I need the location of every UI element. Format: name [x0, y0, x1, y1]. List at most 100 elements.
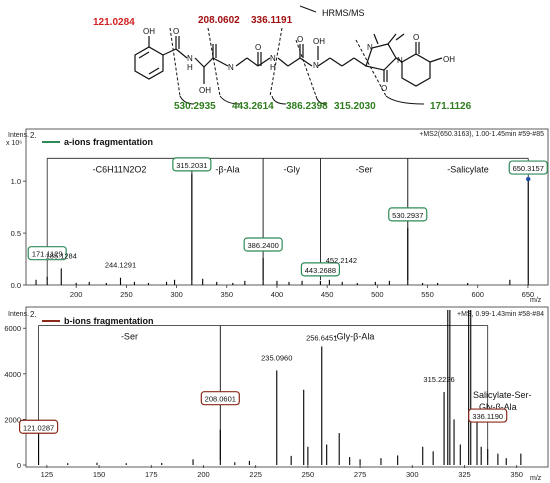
- peak-label-box: [300, 262, 340, 277]
- x-tick-label: 125: [41, 470, 54, 479]
- x-tick-label: 600: [471, 290, 484, 299]
- bond: [212, 57, 229, 67]
- precursor-marker: [526, 176, 531, 182]
- panel-a-legend-label: a-ions fragmentation: [64, 137, 153, 147]
- piperidinone-ring: [401, 53, 431, 87]
- mass-386: 386.2398: [286, 101, 328, 112]
- chemical-structure: [134, 33, 443, 87]
- mass-336: 336.1191: [251, 15, 293, 26]
- panel-b-axes: 125 150 175 200 225 250 275 300 325 350 0 2000 4000 6…: [4, 324, 523, 479]
- bond: [341, 57, 355, 67]
- bond: [353, 57, 367, 67]
- y-tick-label: 2000: [4, 415, 21, 424]
- cleavage-line: [269, 27, 283, 97]
- bracket-label: -Ser: [356, 164, 373, 174]
- atom-n: N: [367, 43, 373, 52]
- panel-a: Intens. x 10⁶ 2. a-ions fragmentation +M…: [6, 128, 549, 304]
- peak-label: 336.1190: [472, 412, 503, 421]
- atom-o: O: [173, 27, 179, 36]
- arrow: [179, 95, 195, 105]
- panel-b-y-title: Intens.: [8, 311, 29, 318]
- hrms-arrow: [299, 5, 317, 13]
- peak-label-box: [243, 237, 283, 252]
- bracket-label: -Gly: [284, 164, 301, 174]
- peak-label-box: [388, 207, 428, 222]
- bracket-label: -C6H11N2O2: [93, 164, 147, 174]
- mass-443: 443.2614: [232, 101, 274, 112]
- peak-label: 244.1291: [105, 261, 136, 270]
- x-tick-label: 200: [197, 470, 210, 479]
- peak-label-box: [27, 246, 67, 261]
- mass-530: 530.2935: [174, 101, 216, 112]
- arrow: [315, 95, 327, 105]
- peak-label: 208.0601: [205, 395, 236, 404]
- mass-208: 208.0602: [198, 15, 240, 26]
- x-tick-label: 350: [221, 290, 234, 299]
- bracket-label: -Salicylate: [447, 164, 489, 174]
- x-tick-label: 225: [249, 470, 262, 479]
- peak-label: 256.6451: [306, 333, 337, 342]
- peak-label-box: [172, 157, 212, 172]
- panel-b-legend-label: b-ions fragmentation: [64, 316, 154, 326]
- atom-oh-n1: OH: [313, 37, 325, 46]
- y-tick-label: 6000: [4, 324, 21, 333]
- peak-label: 235.0960: [261, 353, 292, 362]
- atom-oh-ser: OH: [199, 86, 211, 95]
- panel-a-header: +MS2(650.3163), 1.00-1.45min #59-#85: [419, 131, 544, 138]
- bond: [194, 57, 205, 68]
- arrow: [219, 95, 241, 105]
- panel-b-brackets: -Ser -Gly-β-Ala: [38, 325, 489, 460]
- panel-a-x-unit: m/z: [530, 297, 542, 304]
- y-tick-label: 0.0: [11, 281, 21, 290]
- y-tick-label: 4000: [4, 370, 21, 379]
- bond: [175, 48, 188, 59]
- panel-a-number: 2.: [30, 131, 37, 140]
- x-tick-label: 300: [170, 290, 183, 299]
- bond: [203, 57, 214, 68]
- top-masses: 121.0284 208.0602 336.1191 HRMS/MS: [93, 8, 365, 28]
- x-tick-label: 275: [354, 470, 367, 479]
- atom-o: O: [413, 33, 419, 42]
- bond: [235, 57, 248, 67]
- x-tick-label: 400: [271, 290, 284, 299]
- panel-b-side-label-1: Salicylate-Ser-: [473, 390, 532, 400]
- arrow: [385, 95, 425, 105]
- bond: [287, 57, 301, 67]
- arrow: [271, 95, 287, 105]
- bond: [246, 57, 259, 67]
- y-tick-label: 0.5: [11, 229, 21, 238]
- peak-label: 452.2142: [326, 256, 357, 265]
- panel-b-x-unit: m/z: [530, 475, 542, 482]
- peak-label: 185.1284: [46, 251, 77, 260]
- x-tick-label: 550: [421, 290, 434, 299]
- atom-oh-n2: OH: [443, 55, 455, 64]
- x-tick-label: 350: [510, 470, 523, 479]
- peak-label: 530.2937: [392, 211, 423, 220]
- methyl-bond: [395, 33, 405, 41]
- atom-h: H: [270, 63, 276, 72]
- bond: [299, 57, 313, 67]
- x-tick-label: 325: [458, 470, 471, 479]
- panel-b-number: 2.: [30, 310, 37, 319]
- bracket-label: -β-Ala: [215, 164, 239, 174]
- bond: [329, 57, 343, 67]
- atom-o: O: [255, 43, 261, 52]
- atom-o: O: [297, 35, 303, 44]
- peak-label-box: [508, 160, 548, 175]
- peak-label-box: [18, 419, 59, 434]
- y-tick-label: 1.0: [11, 177, 21, 186]
- bond: [277, 57, 289, 67]
- x-tick-label: 175: [145, 470, 158, 479]
- peak-label-box: [200, 391, 240, 406]
- benzene-ring: [134, 46, 164, 80]
- bracket-label: -Gly-β-Ala: [334, 332, 375, 342]
- atom-n: N: [270, 54, 276, 63]
- peak-label: 650.3157: [513, 164, 544, 173]
- x-tick-label: 200: [70, 290, 83, 299]
- panel-a-y-title: Intens.: [8, 132, 29, 139]
- panel-b: Intens. 2. b-ions fragmentation +MS, 0.9…: [4, 306, 549, 482]
- methyl-bond: [387, 33, 397, 45]
- hrms-label: HRMS/MS: [322, 8, 365, 18]
- atom-n: N: [187, 54, 193, 63]
